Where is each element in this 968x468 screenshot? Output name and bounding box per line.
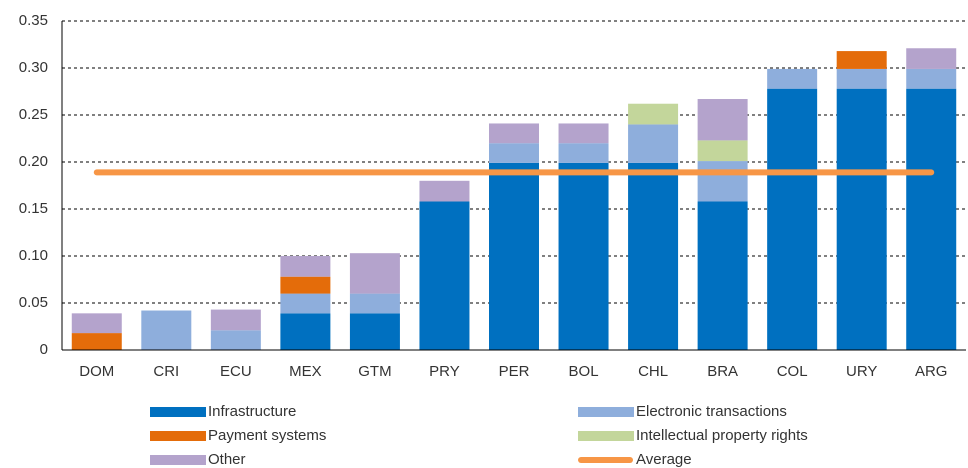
bar-segment — [836, 51, 887, 69]
bar-segment — [906, 68, 957, 89]
legend-label: Average — [636, 451, 692, 468]
bar-segment — [558, 143, 609, 163]
x-tick-label: PRY — [429, 363, 460, 380]
x-tick-label: MEX — [289, 363, 322, 380]
bar-segment — [349, 313, 400, 350]
bar-segment — [836, 88, 887, 351]
bar-segment — [280, 276, 331, 294]
legend-swatch — [150, 407, 206, 417]
y-tick-label: 0.30 — [19, 59, 48, 76]
y-tick-label: 0 — [40, 341, 48, 358]
legend-label: Payment systems — [208, 427, 326, 444]
y-tick-label: 0.05 — [19, 294, 48, 311]
y-tick-label: 0.15 — [19, 200, 48, 217]
x-tick-label: GTM — [358, 363, 391, 380]
legend-label: Electronic transactions — [636, 403, 787, 420]
bar-segment — [419, 201, 470, 350]
bar-segment — [280, 293, 331, 314]
bar-segment — [349, 293, 400, 314]
bar-segment — [628, 103, 679, 125]
bar-segment — [628, 162, 679, 350]
x-tick-label: DOM — [79, 363, 114, 380]
bar-segment — [210, 309, 261, 331]
bar-segment — [558, 123, 609, 144]
bar-segment — [906, 88, 957, 351]
y-tick-label: 0.35 — [19, 12, 48, 29]
x-tick-label: BOL — [569, 363, 599, 380]
legend-label: Intellectual property rights — [636, 427, 808, 444]
x-tick-label: ECU — [220, 363, 252, 380]
bar-segment — [71, 313, 122, 334]
bar-segment — [141, 310, 192, 350]
legend-swatch — [578, 431, 634, 441]
bar-segment — [210, 330, 261, 350]
x-tick-label: BRA — [707, 363, 738, 380]
y-tick-label: 0.10 — [19, 247, 48, 264]
y-tick-label: 0.25 — [19, 106, 48, 123]
bar-segment — [280, 313, 331, 350]
x-tick-label: ARG — [915, 363, 948, 380]
bar-segment — [836, 68, 887, 89]
bar-segment — [71, 333, 122, 350]
bar-segment — [697, 99, 748, 141]
x-tick-label: PER — [499, 363, 530, 380]
bar-segment — [349, 253, 400, 294]
legend-swatch — [150, 455, 206, 465]
bar-segment — [767, 68, 818, 89]
bar-segment — [697, 140, 748, 162]
bar-segment — [628, 124, 679, 163]
legend-swatch — [578, 407, 634, 417]
legend-label: Infrastructure — [208, 403, 296, 420]
bar-segment — [558, 162, 609, 350]
x-tick-label: CHL — [638, 363, 668, 380]
x-tick-label: CRI — [153, 363, 179, 380]
bar-segment — [697, 161, 748, 202]
bar-segment — [906, 48, 957, 69]
x-tick-label: URY — [846, 363, 877, 380]
bar-segment — [697, 201, 748, 350]
bar-segment — [489, 162, 539, 350]
bar-segment — [419, 180, 470, 202]
bar-segment — [489, 143, 539, 163]
bar-segment — [767, 88, 818, 351]
y-tick-label: 0.20 — [19, 153, 48, 170]
bar-segment — [280, 256, 331, 277]
bar-segment — [489, 123, 539, 144]
legend-swatch — [150, 431, 206, 441]
legend-label: Other — [208, 451, 246, 468]
x-tick-label: COL — [777, 363, 808, 380]
